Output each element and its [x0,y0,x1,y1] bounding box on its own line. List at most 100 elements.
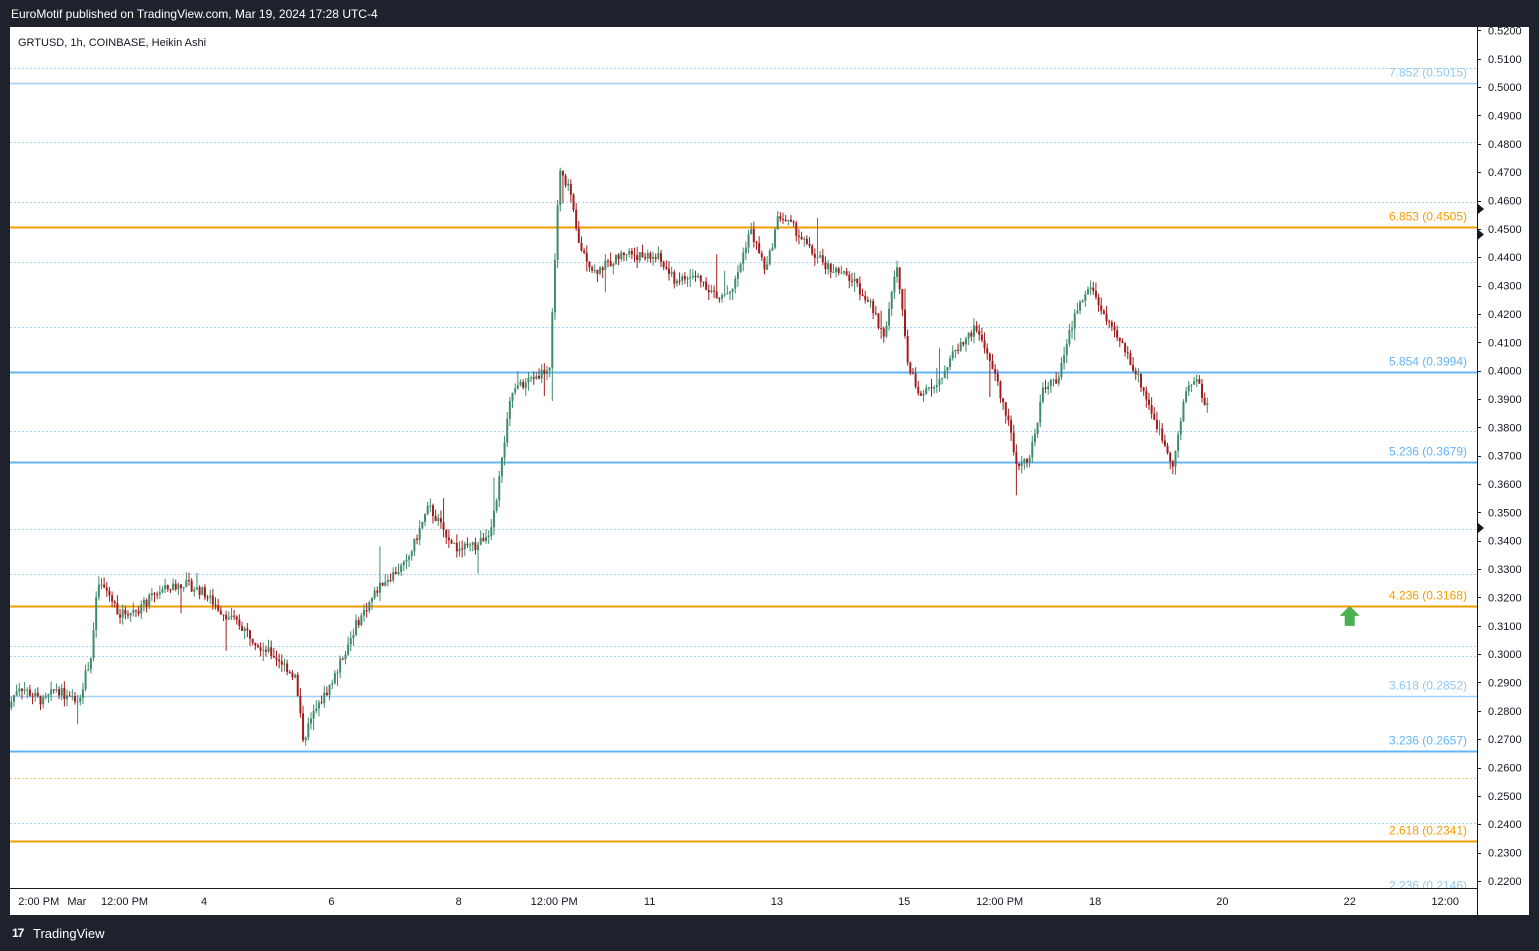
price-tick-label: 0.4000 [1488,366,1522,378]
price-marker-icon [1478,229,1484,240]
candle-body [1140,374,1143,388]
candle-body [848,274,851,281]
candle-body [959,342,962,351]
chart-frame: 7.852 (0.5015) 6.853 (0.4505) 5.854 (0.399… [10,25,1529,915]
price-tick-label: 0.5000 [1488,82,1522,94]
candle-body [1023,459,1026,463]
candle-body [474,542,477,551]
candle-body [606,260,609,262]
candle-body [254,642,257,646]
candle-body [843,271,846,273]
candle-body [951,351,954,359]
candle-body [44,696,47,698]
candle-body [469,544,472,546]
candle-body [911,373,914,375]
candle-body [1121,341,1124,344]
candle-body [914,373,917,387]
candle-body [681,276,684,281]
candle-body [559,170,562,206]
candle-body [42,697,45,705]
candle-body [185,579,188,588]
candle-body [1086,289,1089,295]
candle-body [991,361,994,370]
candle-body [291,672,294,678]
candle-body [235,616,238,620]
price-axis[interactable] [1477,27,1529,915]
candle-body [373,590,376,598]
candle-body [567,184,570,186]
candle-body [1147,399,1150,405]
candle-body [667,268,670,274]
candle-body [312,710,315,719]
time-axis[interactable] [10,888,1477,915]
time-tick-label: 13 [771,896,783,908]
candle-body [66,695,69,699]
candle-body [808,243,811,246]
candle-body [678,280,681,282]
price-tick-label: 0.4600 [1488,196,1522,208]
candle-body [442,522,445,530]
candle-body [874,313,877,315]
candle-body [705,281,708,290]
candle-body [771,247,774,251]
candle-body [461,548,464,550]
candle-body [898,267,901,290]
candle-body [286,663,289,673]
candle-body [1092,287,1095,291]
candle-body [259,647,262,651]
candle-body [256,645,259,648]
candle-body [1065,343,1068,356]
price-tick-label: 0.4300 [1488,281,1522,293]
candle-body [195,587,198,590]
candle-body [1158,428,1161,430]
candle-body [421,521,424,529]
candle-body [569,184,572,195]
candle-body [1132,365,1135,371]
candle-body [1179,421,1182,435]
fib-level-label: 6.853 (0.4505) [1389,210,1467,224]
candle-body [187,579,190,581]
candle-body [119,614,122,618]
candle-body [50,689,53,695]
candle-body [646,253,649,259]
candle-body [1010,420,1013,433]
candle-body [967,332,970,339]
candle-body [1076,310,1079,314]
candle-body [471,542,474,545]
candle-body [495,500,498,511]
candle-body [12,695,15,702]
candle-body [949,358,952,368]
candle-body [1203,397,1206,405]
candle-body [60,687,63,696]
candle-body [477,544,480,551]
candle-body [164,585,167,590]
price-chart[interactable]: 7.852 (0.5015) 6.853 (0.4505) 5.854 (0.399… [10,25,1529,915]
candle-body [577,228,580,243]
candle-body [270,647,273,656]
candle-body [365,610,368,612]
candle-body [36,692,39,696]
candle-body [1071,328,1074,331]
candle-body [299,695,302,714]
candle-body [583,250,586,253]
candle-body [47,694,50,697]
candle-body [1025,459,1028,463]
candle-body [686,278,689,280]
candle-body [896,267,899,277]
candle-body [683,276,686,280]
candle-body [402,561,405,566]
candle-body [148,595,151,607]
candle-body [283,663,286,665]
candle-body [97,584,100,597]
candle-body [1198,379,1201,384]
candle-body [617,254,620,260]
candle-body [803,238,806,240]
candle-body [1057,377,1060,384]
price-tick-label: 0.4700 [1488,167,1522,179]
candle-body [1018,464,1021,467]
fib-level-label: 5.854 (0.3994) [1389,355,1467,369]
candle-body [827,263,830,270]
candle-body [490,527,493,537]
candle-body [1118,337,1121,342]
up-arrow-icon[interactable] [1339,605,1360,626]
